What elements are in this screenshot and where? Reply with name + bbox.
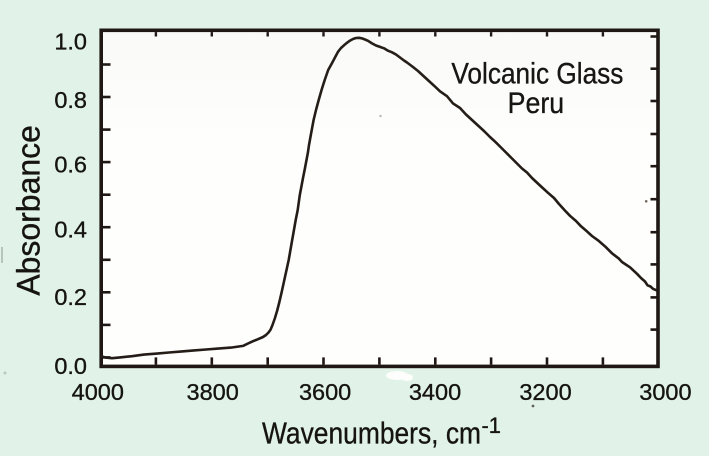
svg-text:3800: 3800 — [187, 379, 239, 405]
svg-text:1.0: 1.0 — [54, 29, 87, 55]
svg-text:-1: -1 — [482, 413, 502, 438]
svg-text:3200: 3200 — [519, 379, 571, 405]
svg-text:0.6: 0.6 — [54, 151, 87, 177]
svg-text:Wavenumbers, cm: Wavenumbers, cm — [262, 416, 481, 451]
svg-text:Absorbance: Absorbance — [11, 125, 47, 296]
svg-text:0.8: 0.8 — [54, 87, 87, 113]
svg-text:0.2: 0.2 — [54, 284, 87, 310]
svg-text:0.4: 0.4 — [54, 217, 87, 243]
svg-text:3600: 3600 — [299, 379, 351, 405]
svg-text:4000: 4000 — [72, 379, 124, 405]
svg-text:0.0: 0.0 — [54, 353, 87, 379]
svg-text:3400: 3400 — [409, 379, 461, 405]
svg-text:3000: 3000 — [639, 379, 691, 405]
